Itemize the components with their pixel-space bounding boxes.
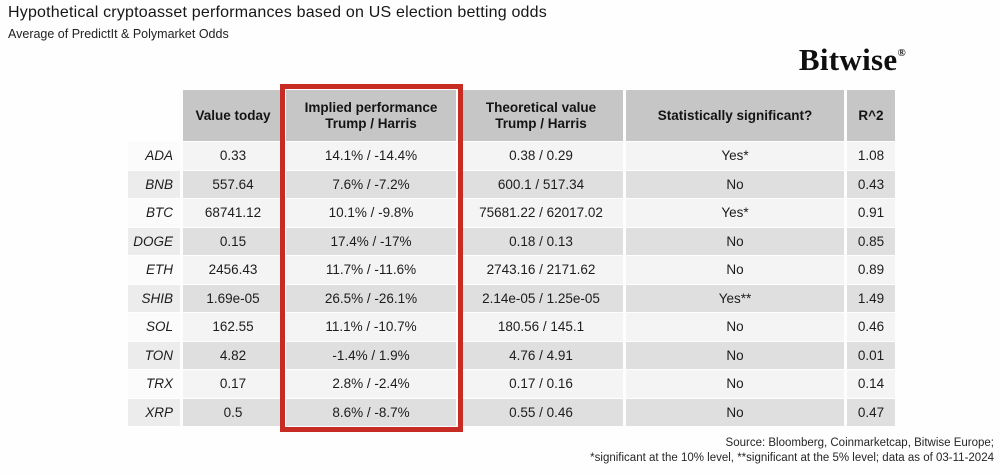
- table-row: SHIB 1.69e-05 26.5% / -26.1% 2.14e-05 / …: [128, 284, 895, 312]
- significance-line: *significant at the 10% level, **signifi…: [590, 452, 994, 464]
- value-today-cell: 4.82: [183, 341, 283, 369]
- significant-cell: Yes*: [626, 142, 844, 170]
- asset-label: TON: [128, 341, 180, 369]
- significant-cell: No: [626, 170, 844, 198]
- r-squared-cell: 0.43: [847, 170, 895, 198]
- column-header-r-squared: R^2: [847, 90, 895, 141]
- asset-label: TRX: [128, 370, 180, 398]
- implied-performance-cell: 14.1% / -14.4%: [286, 142, 456, 170]
- theoretical-value-cell: 0.55 / 0.46: [459, 398, 623, 426]
- theoretical-value-cell: 2743.16 / 2171.62: [459, 256, 623, 284]
- theoretical-value-cell: 4.76 / 4.91: [459, 341, 623, 369]
- significant-cell: No: [626, 398, 844, 426]
- bitwise-logo-text: Bitwise: [798, 42, 898, 77]
- implied-performance-cell: 17.4% / -17%: [286, 227, 456, 255]
- value-today-cell: 68741.12: [183, 199, 283, 227]
- value-today-cell: 0.17: [183, 370, 283, 398]
- page-subtitle: Average of PredictIt & Polymarket Odds: [8, 27, 229, 41]
- r-squared-cell: 0.01: [847, 341, 895, 369]
- table-row: BTC 68741.12 10.1% / -9.8% 75681.22 / 62…: [128, 199, 895, 227]
- table-row: DOGE 0.15 17.4% / -17% 0.18 / 0.13 No 0.…: [128, 227, 895, 255]
- r-squared-cell: 0.14: [847, 370, 895, 398]
- column-header-theoretical-value: Theoretical value Trump / Harris: [459, 90, 623, 141]
- value-today-cell: 162.55: [183, 313, 283, 341]
- r-squared-cell: 0.91: [847, 199, 895, 227]
- significant-cell: No: [626, 370, 844, 398]
- column-header-statistically-significant: Statistically significant?: [626, 90, 844, 141]
- implied-performance-cell: 26.5% / -26.1%: [286, 284, 456, 312]
- table-row: TRX 0.17 2.8% / -2.4% 0.17 / 0.16 No 0.1…: [128, 370, 895, 398]
- implied-performance-cell: 11.1% / -10.7%: [286, 313, 456, 341]
- asset-label: BTC: [128, 199, 180, 227]
- significant-cell: No: [626, 227, 844, 255]
- r-squared-cell: 0.89: [847, 256, 895, 284]
- asset-label: SOL: [128, 313, 180, 341]
- column-header-value-today: Value today: [183, 90, 283, 141]
- implied-performance-cell: 11.7% / -11.6%: [286, 256, 456, 284]
- r-squared-cell: 0.47: [847, 398, 895, 426]
- value-today-cell: 557.64: [183, 170, 283, 198]
- table-row: ETH 2456.43 11.7% / -11.6% 2743.16 / 217…: [128, 256, 895, 284]
- value-today-cell: 1.69e-05: [183, 284, 283, 312]
- table-header-row: Value today Implied performance Trump / …: [128, 90, 895, 141]
- implied-performance-cell: 10.1% / -9.8%: [286, 199, 456, 227]
- footer-notes: Source: Bloomberg, Coinmarketcap, Bitwis…: [590, 436, 994, 466]
- source-line: Source: Bloomberg, Coinmarketcap, Bitwis…: [725, 437, 994, 449]
- asset-label: BNB: [128, 170, 180, 198]
- value-today-cell: 0.33: [183, 142, 283, 170]
- value-today-cell: 0.5: [183, 398, 283, 426]
- page-title: Hypothetical cryptoasset performances ba…: [8, 4, 547, 21]
- registered-trademark-icon: ®: [897, 47, 906, 59]
- implied-performance-cell: 8.6% / -8.7%: [286, 398, 456, 426]
- r-squared-cell: 1.08: [847, 142, 895, 170]
- crypto-performance-table: Value today Implied performance Trump / …: [128, 90, 895, 426]
- r-squared-cell: 0.85: [847, 227, 895, 255]
- r-squared-cell: 0.46: [847, 313, 895, 341]
- asset-label: ADA: [128, 142, 180, 170]
- theoretical-value-cell: 600.1 / 517.34: [459, 170, 623, 198]
- column-header-implied-performance: Implied performance Trump / Harris: [286, 90, 456, 141]
- theoretical-value-cell: 2.14e-05 / 1.25e-05: [459, 284, 623, 312]
- significant-cell: Yes*: [626, 199, 844, 227]
- significant-cell: No: [626, 256, 844, 284]
- asset-label: XRP: [128, 398, 180, 426]
- table-row: TON 4.82 -1.4% / 1.9% 4.76 / 4.91 No 0.0…: [128, 341, 895, 369]
- asset-label: DOGE: [128, 227, 180, 255]
- value-today-cell: 0.15: [183, 227, 283, 255]
- significant-cell: No: [626, 341, 844, 369]
- theoretical-value-cell: 75681.22 / 62017.02: [459, 199, 623, 227]
- asset-label: ETH: [128, 256, 180, 284]
- theoretical-value-cell: 180.56 / 145.1: [459, 313, 623, 341]
- table-row: ADA 0.33 14.1% / -14.4% 0.38 / 0.29 Yes*…: [128, 142, 895, 170]
- table-row: BNB 557.64 7.6% / -7.2% 600.1 / 517.34 N…: [128, 170, 895, 198]
- theoretical-value-cell: 0.17 / 0.16: [459, 370, 623, 398]
- bitwise-logo: Bitwise®: [799, 42, 906, 78]
- table-row: XRP 0.5 8.6% / -8.7% 0.55 / 0.46 No 0.47: [128, 398, 895, 426]
- theoretical-value-cell: 0.38 / 0.29: [459, 142, 623, 170]
- r-squared-cell: 1.49: [847, 284, 895, 312]
- implied-performance-cell: -1.4% / 1.9%: [286, 341, 456, 369]
- implied-performance-cell: 2.8% / -2.4%: [286, 370, 456, 398]
- table-row: SOL 162.55 11.1% / -10.7% 180.56 / 145.1…: [128, 313, 895, 341]
- implied-performance-cell: 7.6% / -7.2%: [286, 170, 456, 198]
- theoretical-value-cell: 0.18 / 0.13: [459, 227, 623, 255]
- significant-cell: No: [626, 313, 844, 341]
- significant-cell: Yes**: [626, 284, 844, 312]
- asset-column-header: [128, 90, 180, 141]
- value-today-cell: 2456.43: [183, 256, 283, 284]
- asset-label: SHIB: [128, 284, 180, 312]
